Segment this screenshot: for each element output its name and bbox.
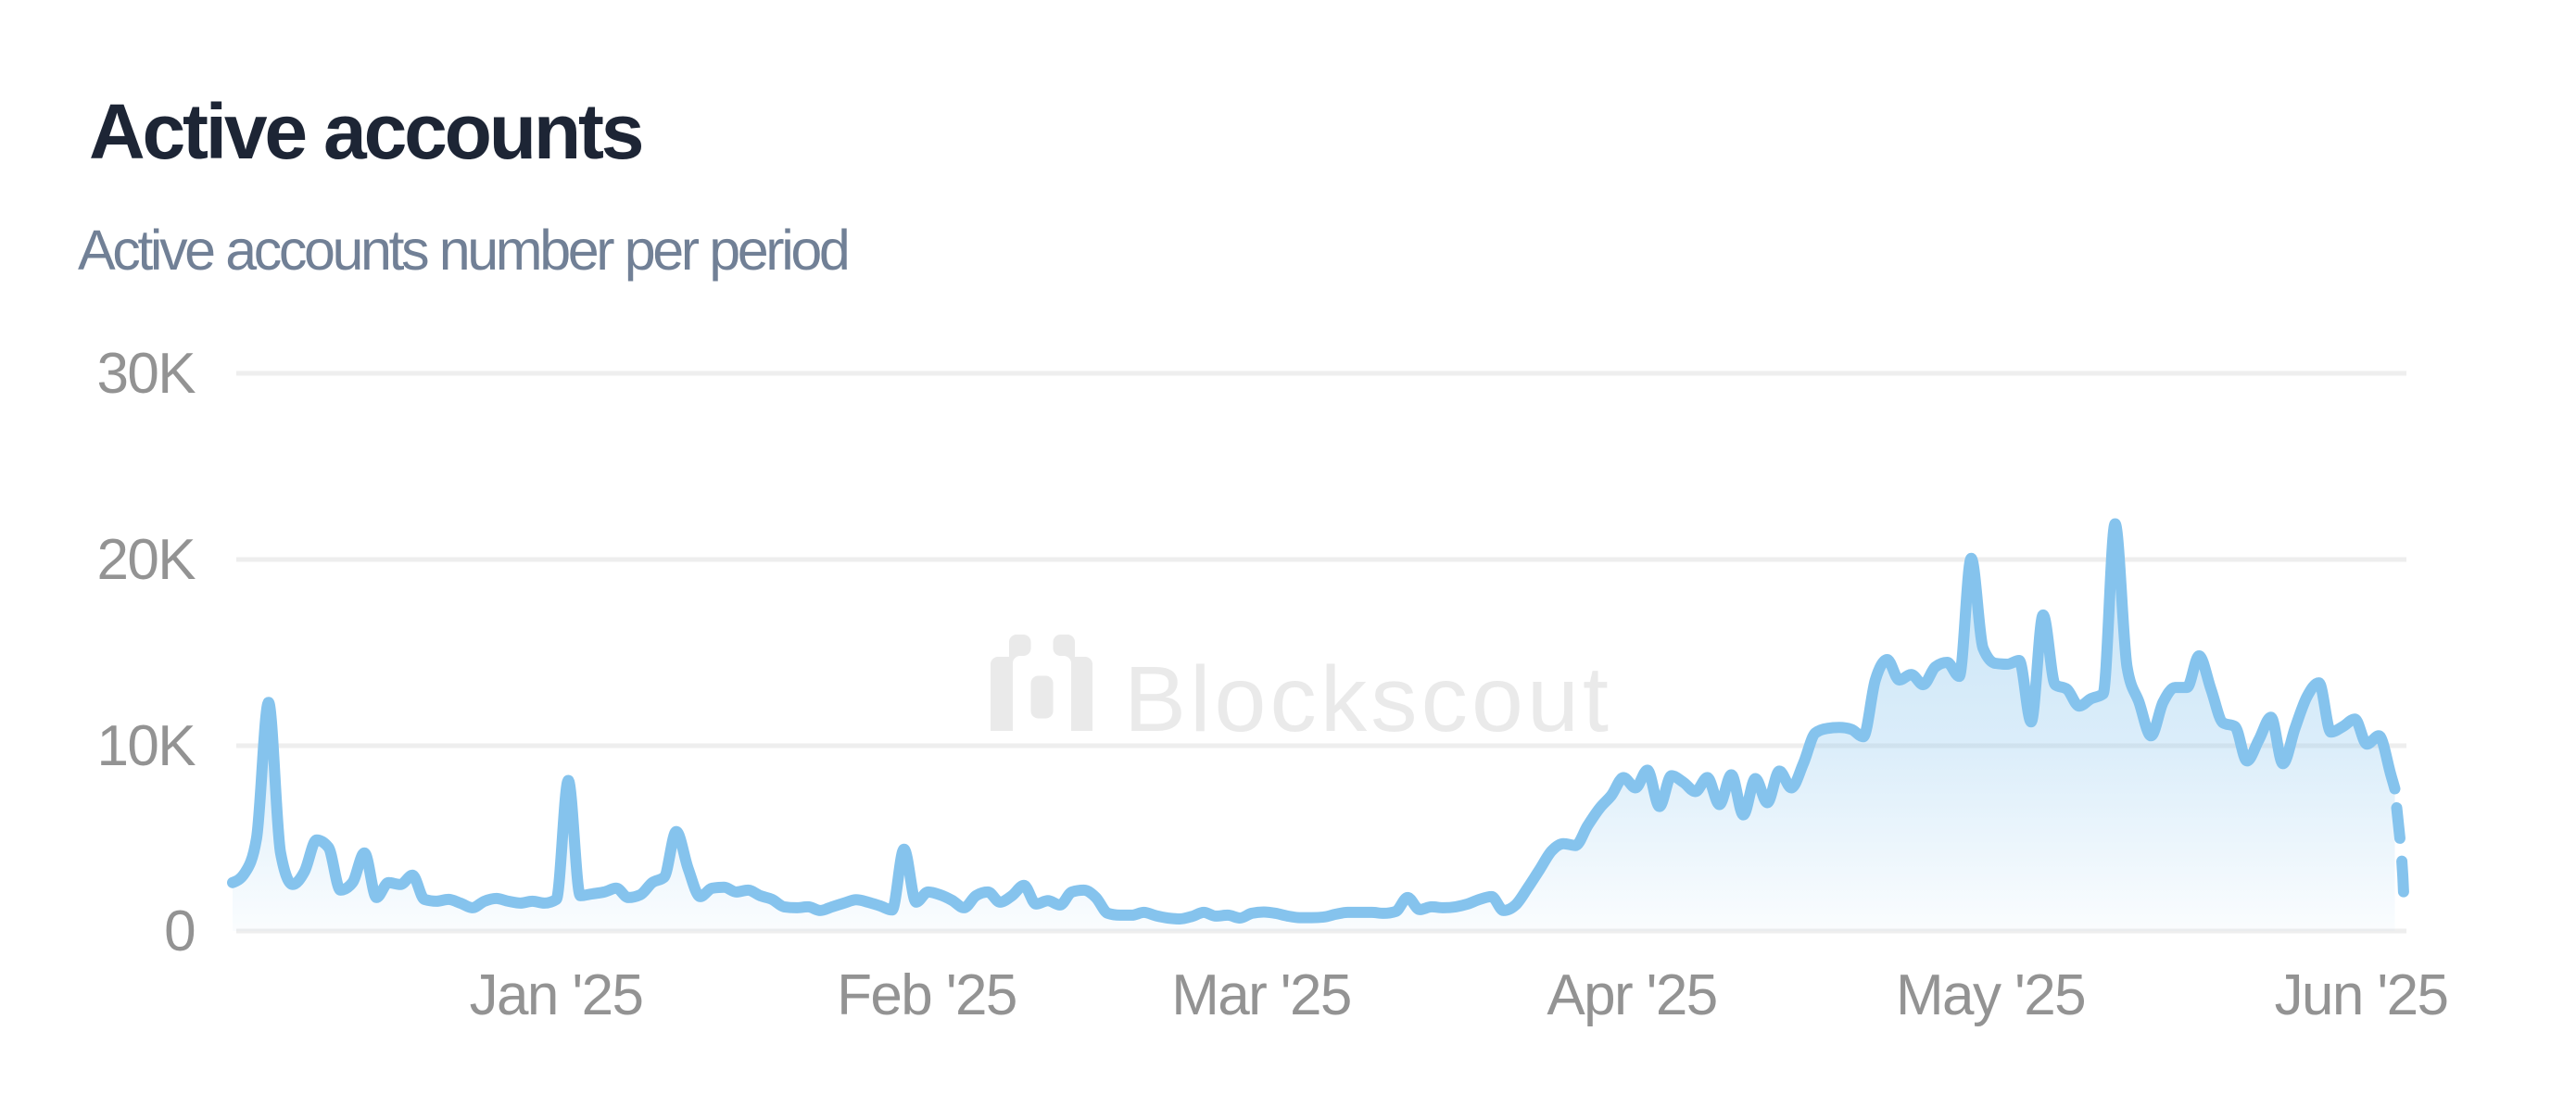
svg-text:May '25: May '25	[1896, 963, 2085, 1027]
svg-text:0: 0	[164, 899, 195, 963]
svg-text:Active accounts: Active accounts	[89, 88, 642, 175]
svg-text:Active accounts number per per: Active accounts number per period	[78, 219, 847, 282]
svg-text:Jan '25: Jan '25	[470, 963, 643, 1027]
svg-text:Mar '25: Mar '25	[1171, 963, 1351, 1027]
svg-text:Jun '25: Jun '25	[2275, 963, 2448, 1027]
svg-text:Apr '25: Apr '25	[1547, 963, 1716, 1027]
svg-text:Feb '25: Feb '25	[837, 963, 1017, 1027]
svg-text:Blockscout: Blockscout	[1124, 648, 1612, 751]
svg-text:30K: 30K	[96, 342, 196, 406]
svg-text:20K: 20K	[96, 528, 196, 592]
svg-text:10K: 10K	[96, 714, 196, 778]
